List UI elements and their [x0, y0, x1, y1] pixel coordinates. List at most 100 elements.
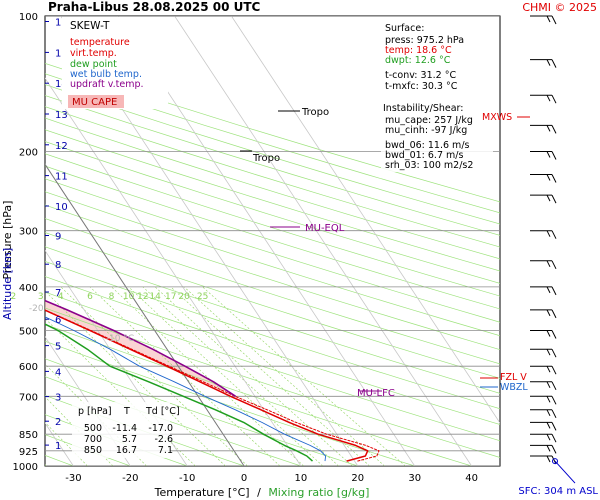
mixing-ratio-label: 12: [137, 292, 148, 302]
mixing-ratio-label: 20: [178, 292, 190, 302]
mixing-ratio-label: 14: [149, 292, 161, 302]
levels-row-850-p: 850: [84, 445, 102, 456]
wind-barb-flag: [551, 94, 557, 104]
wind-barb-flag: [551, 174, 557, 183]
temperature-tick-label: -30: [65, 473, 81, 484]
wind-barb: [530, 124, 557, 134]
wind-barb-flag: [546, 422, 551, 429]
wind-barb-flag: [551, 422, 557, 431]
isotherm: [45, 336, 131, 466]
wind-barb: [530, 151, 557, 160]
wind-barb: [530, 455, 557, 465]
wind-barb-flag: [546, 59, 551, 66]
altitude-tick-label: 1: [55, 441, 61, 452]
dry-adiabat: [45, 232, 500, 379]
wind-barb-flag: [551, 433, 557, 443]
dry-adiabat: [45, 153, 500, 297]
levels-row-850-t: 16.7: [116, 445, 137, 456]
altitude-tick-label: 11: [55, 172, 68, 183]
wind-barb-flag: [551, 309, 557, 319]
dry-adiabat: [45, 95, 500, 236]
wind-barb-flag: [551, 348, 557, 358]
wind-barb-flag: [546, 348, 551, 356]
surface-dwpt: dwpt: 12.6 °C: [385, 55, 451, 66]
wind-barb: [530, 309, 557, 319]
wind-barb-flag: [546, 230, 551, 237]
wind-barb-flag: [546, 94, 551, 102]
instability-mu-cinh: mu_cinh: -97 J/kg: [385, 125, 467, 136]
altitude-tick-label: 9: [55, 232, 61, 243]
wind-barb: [530, 409, 557, 419]
fzl-label: FZL V: [500, 372, 527, 383]
mixing-ratio-line: [45, 421, 88, 466]
surface-wind-marker: [552, 458, 558, 465]
wind-barb-flag: [546, 174, 551, 181]
y-axis-label-altitude: Altitude [km]: [1, 248, 14, 320]
altitude-tick-label: 2: [55, 417, 61, 428]
legend-updraft: updraft v.temp.: [70, 79, 144, 90]
wind-barb: [530, 348, 557, 358]
dry-adiabat: [45, 84, 500, 225]
wind-barb-flag: [551, 330, 557, 339]
temperature-tick-label: 20: [351, 473, 364, 484]
pressure-tick-label: 200: [19, 148, 38, 159]
dry-adiabat: [45, 276, 500, 425]
wind-barb-flag: [546, 286, 551, 294]
wind-barb-flag: [551, 260, 557, 270]
altitude-tick-label: 8: [55, 260, 61, 271]
levels-row-700-t: 5.7: [122, 434, 137, 445]
wind-barb: [530, 365, 557, 375]
mixing-ratio-label: 3: [38, 292, 44, 302]
dry-adiabat: [45, 246, 500, 394]
wind-barb: [530, 194, 557, 204]
chart-title: Praha-Libus 28.08.2025 00 UTC: [48, 0, 261, 14]
surface-heading: Surface:: [385, 23, 424, 34]
instability-heading: Instability/Shear:: [383, 103, 463, 114]
mixing-ratio-label: 6: [87, 292, 93, 302]
dry-adiabat: [45, 62, 500, 203]
surface-info: Surface: press: 975.2 hPa temp: 18.6 °C …: [381, 18, 464, 102]
wind-barb-flag: [546, 396, 551, 403]
wind-barb: [530, 260, 557, 270]
temperature-tick-label: 0: [241, 473, 247, 484]
altitude-tick-label: 5: [55, 342, 61, 353]
annotations: Tropo Tropo MU-EQL MU-LFC FZL V WBZL MXW…: [240, 107, 530, 399]
wind-barb-flag: [551, 15, 557, 25]
wind-barb-flag: [551, 409, 557, 419]
levels-row-500-t: -11.4: [112, 423, 137, 434]
series-updraft-v-temp: [45, 299, 237, 397]
y-axis-label: Pressure [hPa]: [1, 201, 14, 280]
wind-barb: [530, 330, 557, 339]
levels-row-500-p: 500: [84, 423, 102, 434]
legend-dew-point: dew point: [70, 59, 117, 70]
dry-adiabat: [45, 106, 500, 248]
levels-header-p: p [hPa]: [78, 406, 112, 417]
instability-bwd-01: bwd_01: 6.7 m/s: [385, 150, 463, 161]
wind-barb: [530, 381, 557, 391]
wind-barb: [530, 94, 557, 104]
wind-barb: [530, 15, 557, 25]
dry-adiabat: [45, 129, 500, 272]
wind-barb-flag: [546, 330, 551, 337]
wind-barb-flag: [546, 260, 551, 268]
wind-barb: [530, 174, 557, 183]
wind-barb: [530, 395, 557, 405]
temperature-tick-label: -20: [122, 473, 138, 484]
mixing-ratio-label: 10: [123, 292, 135, 302]
mu-eql-label: MU-EQL: [305, 223, 345, 234]
x-axis-label: Temperature [°C] / Mixing ratio [g/kg]: [154, 486, 370, 499]
wind-barb-flag: [546, 409, 551, 417]
legend-cape: MU CAPE: [72, 97, 117, 108]
levels-row-850-td: 7.1: [158, 445, 173, 456]
mu-lfc-label: MU-LFC: [357, 388, 395, 399]
pressure-tick-label: 300: [19, 227, 38, 238]
wind-barb: [530, 433, 557, 443]
levels-table: p [hPa] T Td [°C] 500 -11.4 -17.0 700 5.…: [72, 402, 180, 458]
levels-header-t: T: [123, 406, 130, 417]
temperature-tick-label: 10: [295, 473, 308, 484]
legend-cape-swatch: [68, 95, 124, 108]
isotherm: [174, 16, 472, 466]
wind-barb: [530, 286, 557, 296]
surface-wind-line: [554, 460, 576, 484]
legend-wet-bulb: wet bulb temp.: [70, 69, 142, 80]
